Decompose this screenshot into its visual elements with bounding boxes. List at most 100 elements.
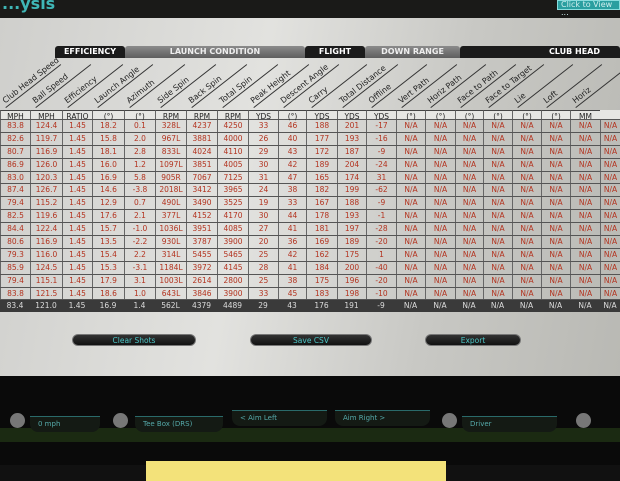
data-cell: 124.5 xyxy=(30,261,62,274)
data-cell: 83.4 xyxy=(6,301,24,311)
na-cell: N/A xyxy=(396,287,425,300)
category-flight: FLIGHT xyxy=(305,46,365,58)
na-cell: N/A xyxy=(570,145,600,158)
toolbar-tee-box[interactable]: Tee Box (DRS) xyxy=(135,416,223,432)
data-cell: 41 xyxy=(278,223,306,236)
na-cell: N/A xyxy=(455,274,483,287)
data-cell: 328L xyxy=(155,120,186,132)
data-cell: -16 xyxy=(366,132,396,145)
data-cell: 4170 xyxy=(217,210,248,223)
na-cell: N/A xyxy=(600,120,620,132)
data-cell: 24 xyxy=(248,184,278,197)
na-cell: N/A xyxy=(396,210,425,223)
data-cell: 3846 xyxy=(186,287,217,300)
data-cell: 126.0 xyxy=(30,158,62,171)
data-cell: 2614 xyxy=(186,274,217,287)
table-row: 82.6 119.7 1.45 15.8 2.0 967L 3881 4000 26 40 177 1… xyxy=(0,132,620,146)
clear-shots-button[interactable]: Clear Shots xyxy=(72,334,196,346)
data-cell: 18.6 xyxy=(92,287,124,300)
na-cell: N/A xyxy=(455,223,483,236)
na-cell: N/A xyxy=(570,197,600,210)
category-launch-condition: LAUNCH CONDITION xyxy=(125,46,305,58)
aim-left-button[interactable]: < Aim Left xyxy=(232,410,327,426)
data-cell: 189 xyxy=(337,236,366,248)
bottom-toolbar: 0 mph Tee Box (DRS) < Aim Left Aim Right… xyxy=(0,376,620,481)
data-cell: 1.45 xyxy=(62,210,92,223)
data-cell: 25 xyxy=(248,248,278,261)
data-cell: 47 xyxy=(278,171,306,184)
data-cell: 31 xyxy=(248,171,278,184)
data-cell: 15.7 xyxy=(92,223,124,236)
na-cell: N/A xyxy=(519,301,534,311)
na-cell: N/A xyxy=(541,171,570,184)
average-row: 83.4 121.0 1.45 16.9 1.4 562L 4379 4489 29 43 176 1… xyxy=(0,300,620,313)
table-row: 83.8 121.5 1.45 18.6 1.0 643L 3846 3900 33 45 183 1… xyxy=(0,287,620,301)
na-cell: N/A xyxy=(541,210,570,223)
data-cell: 193 xyxy=(337,210,366,223)
unit-cell: (°) xyxy=(455,110,483,121)
na-cell: N/A xyxy=(396,197,425,210)
data-cell: 36 xyxy=(278,236,306,248)
na-cell: N/A xyxy=(425,184,455,197)
data-cell: 1.45 xyxy=(68,301,86,311)
data-cell: 4000 xyxy=(217,132,248,145)
data-cell: 15.4 xyxy=(92,248,124,261)
data-cell: 29 xyxy=(258,301,268,311)
na-cell: N/A xyxy=(541,158,570,171)
na-cell: N/A xyxy=(512,145,541,158)
category-efficiency: EFFICIENCY xyxy=(55,46,125,58)
data-cell: 7067 xyxy=(186,171,217,184)
na-cell: N/A xyxy=(570,248,600,261)
aim-right-button[interactable]: Aim Right > xyxy=(335,410,430,426)
data-cell: 1.0 xyxy=(124,287,155,300)
click-to-view-button[interactable]: Click to View ... xyxy=(557,0,620,17)
na-cell: N/A xyxy=(600,171,620,184)
data-cell: -62 xyxy=(366,184,396,197)
na-cell: N/A xyxy=(483,197,512,210)
toolbar-club[interactable]: Driver xyxy=(462,416,557,432)
table-row: 80.6 116.9 1.45 13.5 -2.2 930L 3787 3900 20 36 169… xyxy=(0,236,620,249)
data-cell: 3965 xyxy=(217,184,248,197)
data-cell: 83.0 xyxy=(0,171,30,184)
na-cell: N/A xyxy=(396,261,425,274)
data-cell: 19 xyxy=(248,197,278,210)
na-cell: N/A xyxy=(425,223,455,236)
data-cell: 905R xyxy=(155,171,186,184)
data-cell: 1.45 xyxy=(62,287,92,300)
save-csv-button[interactable]: Save CSV xyxy=(250,334,372,346)
data-cell: 833L xyxy=(155,145,186,158)
data-cell: 1.45 xyxy=(62,236,92,248)
data-cell: 5.8 xyxy=(124,171,155,184)
data-cell: 4005 xyxy=(217,158,248,171)
teebox-knob-icon xyxy=(113,413,128,428)
unit-cell: MM xyxy=(570,110,600,121)
unit-cell: RPM xyxy=(155,110,186,121)
data-cell: 175 xyxy=(337,248,366,261)
unit-cell: YDS xyxy=(306,110,337,121)
na-cell: N/A xyxy=(483,145,512,158)
data-cell: 187 xyxy=(337,145,366,158)
sticky-note xyxy=(146,461,446,481)
data-cell: 1.45 xyxy=(62,248,92,261)
unit-cell: MPH xyxy=(30,110,62,121)
unit-cell: RATIO xyxy=(62,110,92,121)
data-cell: 1.45 xyxy=(62,274,92,287)
data-cell: 1003L xyxy=(155,274,186,287)
data-cell: 18.2 xyxy=(92,120,124,132)
data-cell: 3972 xyxy=(186,261,217,274)
na-cell: N/A xyxy=(600,197,620,210)
na-cell: N/A xyxy=(600,132,620,145)
export-button[interactable]: Export xyxy=(425,334,521,346)
na-cell: N/A xyxy=(541,248,570,261)
data-cell: 4145 xyxy=(217,261,248,274)
unit-cell: (°) xyxy=(124,110,155,121)
data-cell: 3.1 xyxy=(124,274,155,287)
data-cell: 183 xyxy=(306,287,337,300)
data-cell: 562L xyxy=(161,301,180,311)
data-cell: 1.45 xyxy=(62,145,92,158)
toolbar-speed[interactable]: 0 mph xyxy=(30,416,100,432)
na-cell: N/A xyxy=(541,145,570,158)
na-cell: N/A xyxy=(512,132,541,145)
data-cell: 20 xyxy=(248,236,278,248)
data-cell: 115.2 xyxy=(30,197,62,210)
